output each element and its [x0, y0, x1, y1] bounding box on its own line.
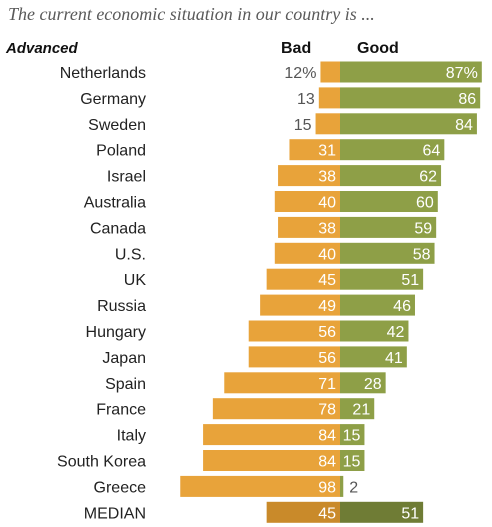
value-label-good-sweden: 84: [455, 117, 473, 134]
value-label-good-spain: 28: [364, 376, 382, 393]
value-label-good-greece: 2: [349, 479, 358, 496]
group-label: Advanced: [6, 40, 78, 57]
bar-bad-netherlands: [320, 61, 340, 83]
value-label-good-poland: 64: [423, 143, 441, 160]
value-label-good-uk: 51: [401, 272, 419, 289]
category-label-australia: Australia: [84, 195, 146, 212]
bar-good-median: [340, 501, 424, 523]
bar-good-south-korea: [340, 450, 365, 471]
bar-good-canada: [340, 216, 437, 238]
value-label-bad-france: 78: [318, 402, 336, 419]
bar-bad-japan: [248, 346, 340, 368]
value-label-good-south-korea: 15: [343, 454, 361, 471]
value-label-bad-australia: 40: [318, 195, 336, 212]
bar-good-australia: [340, 191, 438, 212]
bar-bad-france: [212, 398, 340, 420]
bar-bad-israel: [278, 165, 340, 187]
bar-bad-uk: [266, 268, 340, 290]
bar-bad-germany: [318, 87, 340, 109]
bar-good-france: [340, 398, 375, 420]
bar-bad-canada: [278, 216, 340, 238]
value-label-good-italy: 15: [343, 428, 361, 445]
category-label-germany: Germany: [80, 91, 146, 108]
value-label-good-germany: 86: [458, 91, 476, 108]
value-label-bad-israel: 38: [318, 169, 336, 186]
bar-good-greece: [340, 475, 344, 497]
legend-good: Good: [357, 40, 399, 57]
bar-bad-russia: [260, 294, 340, 316]
value-label-good-france: 21: [352, 402, 370, 419]
bar-good-hungary: [340, 320, 409, 342]
bar-good-sweden: [340, 113, 477, 135]
category-label-u-s: U.S.: [115, 246, 146, 263]
value-label-bad-uk: 45: [318, 272, 336, 289]
value-label-bad-hungary: 56: [318, 324, 336, 341]
category-label-greece: Greece: [94, 479, 147, 496]
value-label-bad-canada: 38: [318, 220, 336, 237]
bar-bad-greece: [180, 475, 340, 497]
value-label-bad-sweden: 15: [294, 117, 312, 134]
value-label-bad-russia: 49: [318, 298, 336, 315]
category-label-hungary: Hungary: [86, 324, 146, 341]
bar-bad-australia: [274, 191, 340, 212]
value-label-bad-netherlands: 12%: [284, 65, 316, 82]
category-label-poland: Poland: [96, 143, 146, 160]
category-label-netherlands: Netherlands: [60, 65, 146, 82]
value-label-bad-poland: 31: [318, 143, 336, 160]
value-label-good-median: 51: [401, 505, 419, 522]
category-label-spain: Spain: [105, 376, 146, 393]
bar-good-italy: [340, 424, 365, 446]
bar-bad-hungary: [248, 320, 340, 342]
bar-good-uk: [340, 268, 424, 290]
category-label-canada: Canada: [90, 220, 146, 237]
category-label-sweden: Sweden: [88, 117, 146, 134]
value-label-good-israel: 62: [419, 169, 437, 186]
value-label-bad-japan: 56: [318, 350, 336, 367]
value-label-bad-median: 45: [318, 505, 336, 522]
bar-good-u-s: [340, 242, 435, 264]
category-label-south-korea: South Korea: [57, 454, 146, 471]
legend-bad: Bad: [281, 40, 312, 57]
value-label-bad-spain: 71: [318, 376, 336, 393]
category-label-uk: UK: [124, 272, 147, 289]
value-label-bad-italy: 84: [318, 428, 336, 445]
bar-good-russia: [340, 294, 415, 316]
value-label-good-hungary: 42: [387, 324, 405, 341]
bar-bad-south-korea: [203, 450, 340, 471]
category-label-russia: Russia: [97, 298, 146, 315]
value-label-bad-u-s: 40: [318, 246, 336, 263]
value-label-good-russia: 46: [393, 298, 411, 315]
bar-bad-poland: [289, 139, 340, 161]
bar-good-spain: [340, 372, 386, 394]
value-label-good-japan: 41: [385, 350, 403, 367]
category-label-median: MEDIAN: [84, 505, 146, 522]
bar-bad-spain: [224, 372, 340, 394]
chart-title: The current economic situation in our co…: [8, 4, 375, 24]
value-label-bad-germany: 13: [297, 91, 315, 108]
bar-good-poland: [340, 139, 445, 161]
bar-good-japan: [340, 346, 407, 368]
bar-good-israel: [340, 165, 442, 187]
value-label-bad-greece: 98: [318, 479, 336, 496]
value-label-bad-south-korea: 84: [318, 454, 336, 471]
bar-bad-median: [266, 501, 340, 523]
category-label-italy: Italy: [117, 428, 146, 445]
bar-bad-italy: [203, 424, 340, 446]
bar-bad-sweden: [315, 113, 340, 135]
value-label-good-canada: 59: [414, 220, 432, 237]
category-label-israel: Israel: [107, 169, 146, 186]
bar-good-netherlands: [340, 61, 482, 83]
value-label-good-australia: 60: [416, 195, 434, 212]
bar-bad-u-s: [274, 242, 340, 264]
value-label-good-netherlands: 87%: [446, 65, 478, 82]
value-label-good-u-s: 58: [413, 246, 431, 263]
bar-good-germany: [340, 87, 481, 109]
category-label-france: France: [96, 402, 146, 419]
category-label-japan: Japan: [102, 350, 146, 367]
